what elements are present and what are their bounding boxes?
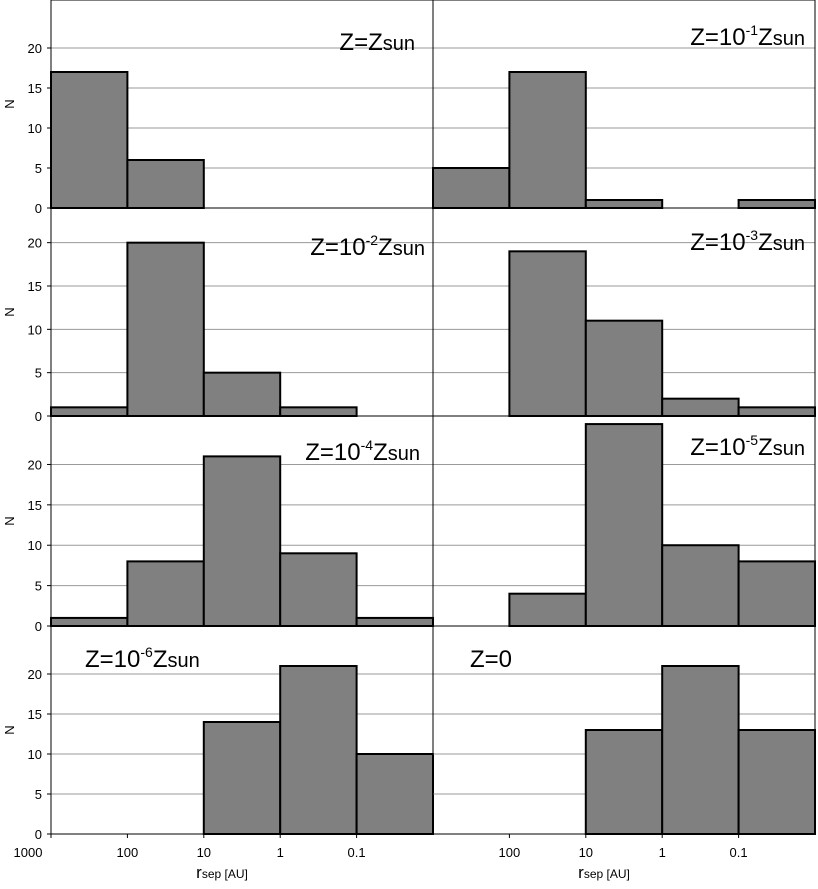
y-tick-label: 20 [28, 667, 42, 682]
x-tick-label: 10 [197, 845, 211, 860]
panel-title: Z=0 [470, 646, 512, 673]
x-axis-label: rsep [AU] [196, 863, 248, 882]
histogram-bar [584, 729, 664, 835]
x-tick-label: 100 [499, 845, 521, 860]
histogram-bar [50, 406, 129, 418]
histogram-bar [661, 397, 740, 417]
y-tick-label: 5 [35, 161, 42, 176]
y-tick-label: 0 [35, 201, 42, 216]
panel-title: Z=10-3Zsun [690, 227, 805, 256]
y-axis-label: N [2, 307, 17, 316]
x-tick-label: 100 [117, 845, 139, 860]
x-tick-label: 1 [277, 845, 284, 860]
histogram-bar [737, 729, 816, 835]
histogram-bar [584, 319, 664, 417]
histogram-bar [355, 616, 435, 628]
histogram-bar [126, 241, 205, 417]
y-tick-label: 10 [28, 322, 42, 337]
panel-frame [432, 625, 816, 835]
y-tick-label: 0 [35, 409, 42, 424]
histogram-bar [737, 199, 816, 209]
y-tick-label: 15 [28, 707, 42, 722]
histogram-bar [737, 406, 816, 418]
y-tick-label: 10 [28, 538, 42, 553]
x-tick-label: 10 [579, 845, 593, 860]
x-tick-label: 0.1 [348, 845, 366, 860]
y-tick-label: 5 [35, 366, 42, 381]
y-tick-label: 10 [28, 747, 42, 762]
histogram-bar [279, 665, 358, 835]
y-tick-label: 10 [28, 121, 42, 136]
panel-title: Z=10-5Zsun [690, 432, 805, 461]
histogram-bar [202, 455, 282, 627]
histogram-bar [584, 423, 664, 628]
panel-title: Z=Zsun [339, 29, 415, 56]
y-tick-label: 15 [28, 498, 42, 513]
x-tick-label: 0.1 [730, 845, 748, 860]
x-tick-label: 1000 [14, 845, 43, 860]
panel-title: Z=10-1Zsun [690, 22, 805, 51]
panel-title: Z=10-4Zsun [305, 437, 420, 466]
histogram-bar [126, 560, 205, 628]
y-tick-label: 0 [35, 827, 42, 842]
y-tick-label: 20 [28, 41, 42, 56]
y-axis-label: N [2, 99, 17, 108]
y-tick-label: 5 [35, 579, 42, 594]
histogram-bar [279, 552, 358, 627]
histogram-bar [508, 250, 587, 417]
x-axis-label: rsep [AU] [578, 863, 630, 882]
histogram-bar [126, 159, 205, 209]
y-tick-label: 5 [35, 787, 42, 802]
histogram-bar [508, 592, 587, 628]
histogram-bar [202, 721, 282, 835]
y-tick-label: 15 [28, 279, 42, 294]
panel-title: Z=10-2Zsun [310, 232, 425, 261]
y-axis-label: N [2, 516, 17, 525]
y-tick-label: 0 [35, 619, 42, 634]
y-tick-label: 15 [28, 81, 42, 96]
histogram-bar [737, 560, 816, 628]
histogram-bar [355, 753, 435, 835]
histogram-bar [202, 371, 282, 417]
x-tick-label: 1 [659, 845, 666, 860]
histogram-bar [432, 167, 511, 209]
y-axis-label: N [2, 725, 17, 734]
panel-title: Z=10-6Zsun [85, 644, 200, 673]
histogram-bar [508, 71, 587, 209]
histogram-bar [50, 616, 129, 628]
histogram-bar [661, 665, 740, 835]
y-tick-label: 20 [28, 236, 42, 251]
histogram-bar [584, 199, 664, 209]
histogram-bar [661, 544, 740, 628]
histogram-bar [50, 71, 129, 209]
y-tick-label: 20 [28, 457, 42, 472]
histogram-bar [279, 406, 358, 418]
